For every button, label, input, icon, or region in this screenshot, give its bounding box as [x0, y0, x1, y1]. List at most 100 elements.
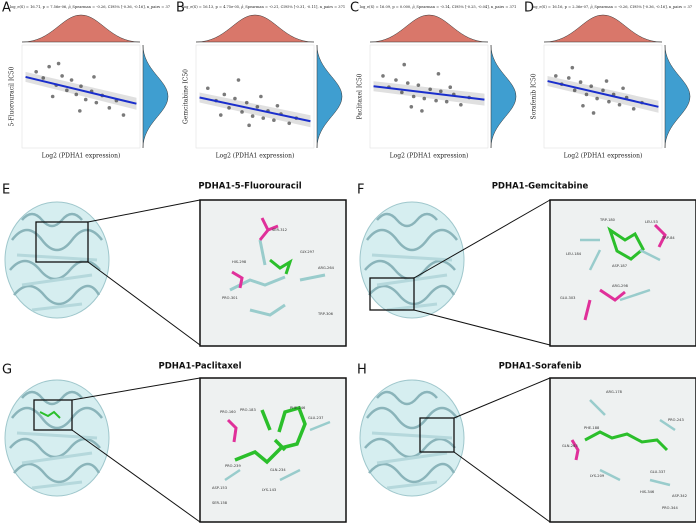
point: [409, 105, 414, 109]
point: [34, 69, 38, 74]
residue-label: SER-158: [212, 501, 228, 505]
residue-label: GLN-234: [270, 468, 286, 472]
residue-label: TRP-306: [317, 312, 334, 316]
point: [405, 81, 410, 85]
point: [79, 84, 83, 88]
residue-label: TRP-180: [599, 218, 616, 222]
residue-label: TRP-84: [661, 236, 675, 240]
point: [233, 96, 237, 101]
point: [240, 110, 244, 114]
point: [227, 106, 231, 110]
point: [439, 89, 443, 94]
panel-letter: E: [2, 183, 10, 198]
y-density: [316, 44, 343, 149]
y-axis-label: 5-Fluorouracil IC50: [9, 66, 16, 126]
residue-label: HIS-298: [232, 260, 247, 264]
point: [566, 76, 571, 80]
point: [617, 102, 622, 107]
point: [428, 87, 432, 92]
stat-subtitle: log_e(S) = 16.13, p = 4.75e-05, ρ̂_Spear…: [183, 5, 345, 9]
panel-letter: F: [357, 183, 364, 198]
point: [107, 106, 112, 110]
point: [607, 99, 611, 104]
y-density: [490, 44, 517, 149]
point: [411, 94, 416, 99]
point: [420, 109, 424, 113]
point: [589, 84, 593, 88]
point: [60, 74, 64, 78]
point: [444, 99, 449, 104]
point: [448, 85, 453, 90]
residue-label: ASP-342: [672, 494, 687, 498]
stat-subtitle: log_e(S) = 16.71, p = 7.56e-06, ρ̂_Spear…: [10, 5, 171, 9]
residue-label: LYS-143: [262, 488, 276, 492]
residue-label: ARG-298: [612, 284, 629, 288]
stat-subtitle: log_e(S) = 16.09, p = 0.000, ρ̂_Spearman…: [360, 5, 517, 9]
point: [236, 78, 241, 82]
panel-letter: D: [524, 1, 534, 16]
point: [121, 113, 126, 117]
point: [604, 79, 609, 83]
y-density: [664, 44, 691, 149]
point: [591, 111, 596, 115]
point: [570, 65, 575, 70]
point: [601, 88, 605, 93]
residue-label: HIS-346: [640, 490, 655, 494]
y-axis-label: Paclitaxel IC50: [357, 73, 364, 119]
x-axis-label: Log2 (PDHA1 expression): [216, 153, 295, 160]
residue-label: LEU-53: [645, 220, 658, 224]
residue-label: PRO-301: [222, 296, 238, 300]
point: [83, 97, 88, 102]
point: [47, 64, 51, 69]
point: [394, 78, 398, 82]
point: [206, 86, 210, 91]
x-axis-label: Log2 (PDHA1 expression): [564, 153, 643, 160]
residue-label: LYS-209: [590, 474, 605, 478]
point: [578, 80, 583, 84]
residue-label: PRO-243: [668, 418, 684, 422]
panel-title: PDHA1-Gemcitabine: [492, 182, 589, 192]
point: [218, 113, 223, 117]
point: [222, 92, 227, 97]
residue-label: ASP-187: [612, 264, 627, 268]
residue-label: GLU-337: [650, 470, 665, 474]
point: [65, 88, 69, 93]
panel-letter: G: [2, 363, 12, 378]
residue-label: SER-312: [272, 228, 287, 232]
docking-panels: [3, 199, 696, 523]
panel-title: PDHA1-Sorafenib: [499, 362, 582, 372]
point: [381, 74, 385, 78]
point: [416, 83, 421, 87]
point: [436, 72, 441, 76]
residue-label: GLN-263: [562, 444, 578, 448]
point: [422, 96, 427, 101]
point: [247, 123, 251, 128]
y-axis-label: Gemcitabine IC50: [183, 69, 190, 124]
x-density: [195, 14, 315, 43]
panel-letter: H: [357, 363, 367, 378]
point: [56, 61, 61, 66]
residue-label: GLU-303: [560, 296, 575, 300]
x-density: [543, 14, 663, 43]
panel-title: PDHA1-Paclitaxel: [159, 362, 242, 372]
residue-label: GLY-297: [300, 250, 314, 254]
point: [631, 107, 636, 111]
residue-label: LEU-184: [566, 252, 582, 256]
panel-letter: B: [176, 1, 185, 16]
point: [572, 88, 577, 93]
point: [402, 62, 407, 67]
point: [275, 103, 280, 108]
point: [255, 105, 260, 109]
point: [41, 76, 46, 80]
x-density: [21, 14, 141, 43]
residue-label: PHE-188: [584, 426, 600, 430]
residue-label: PRO-239: [225, 464, 241, 468]
residue-label: PRO-344: [662, 506, 678, 510]
residue-label: PHE-246: [290, 406, 306, 410]
point: [250, 114, 255, 118]
point: [261, 116, 266, 120]
point: [259, 94, 263, 99]
fit-line: [547, 80, 659, 108]
